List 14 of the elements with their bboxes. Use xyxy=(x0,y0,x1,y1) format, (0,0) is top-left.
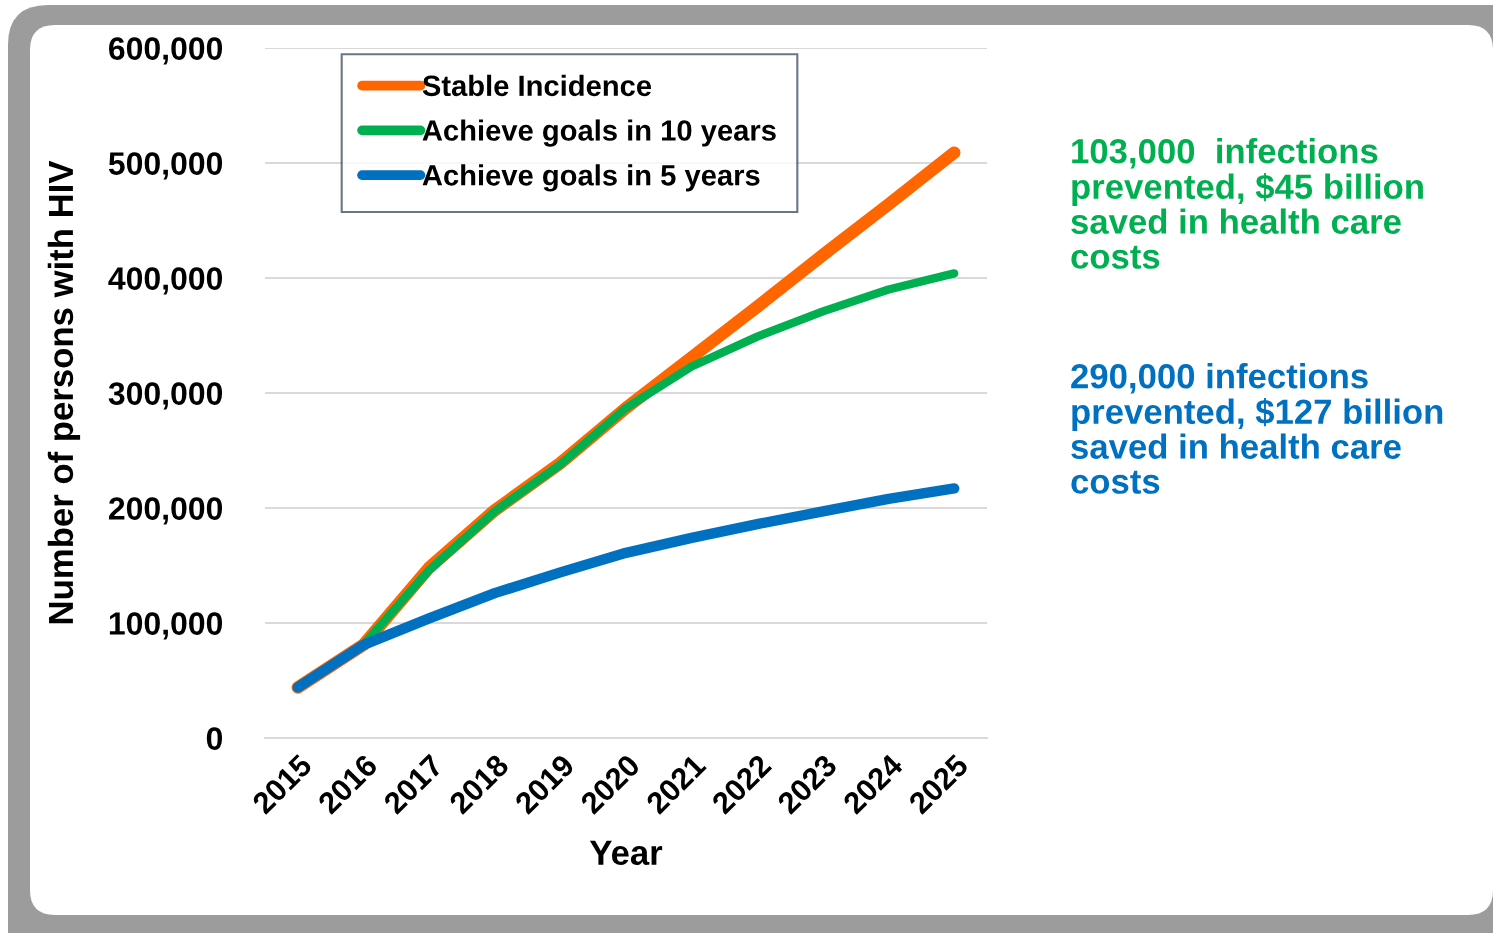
y-tick-label: 400,000 xyxy=(108,267,223,295)
y-tick-label: 0 xyxy=(206,727,223,750)
text: 103,000 infections prevented, $45 billion saved in health care costs xyxy=(1071,138,1423,269)
y-tick-label: 300,000 xyxy=(108,382,223,410)
y-tick-label: 600,000 xyxy=(109,37,223,65)
text: 290,000 infections prevented, $127 billion saved in health care costs xyxy=(1071,363,1443,494)
legend-label: Stable Incidence xyxy=(422,74,652,97)
x-axis-title: Year xyxy=(589,840,663,866)
y-tick-label: 200,000 xyxy=(108,497,223,525)
legend-label: Achieve goals in 10 years xyxy=(422,119,776,147)
y-axis-title: Number of persons with HIV xyxy=(47,160,81,624)
legend-label: Achieve goals in 5 years xyxy=(422,164,760,192)
y-tick-label: 500,000 xyxy=(108,152,223,180)
y-tick-label: 100,000 xyxy=(109,612,223,640)
